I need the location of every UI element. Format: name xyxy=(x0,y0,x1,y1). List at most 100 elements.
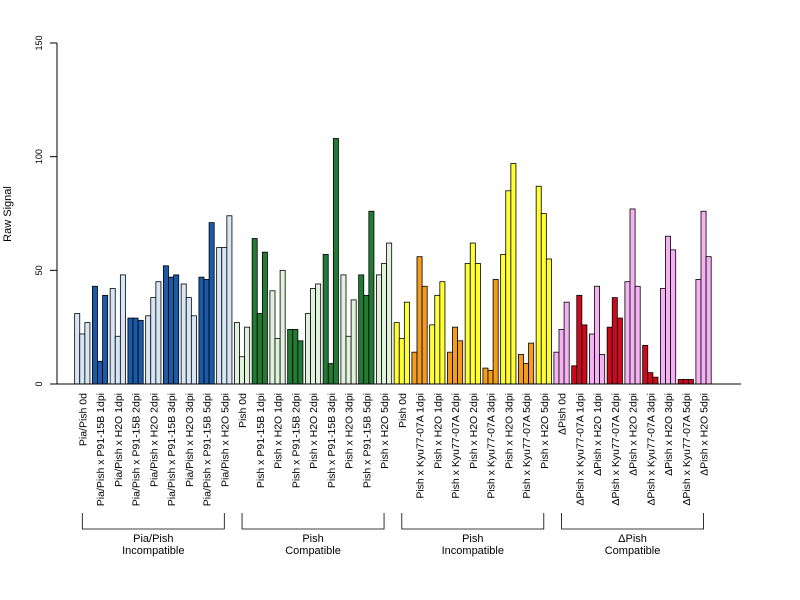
bar xyxy=(221,247,228,385)
group-bracket xyxy=(241,513,385,530)
x-tick-label: ΔPish x Kyu77-07A 2dpi xyxy=(610,393,622,506)
bar xyxy=(239,356,245,385)
x-tick-label: Pia/Pish x P91-15B 3dpi xyxy=(166,393,178,506)
y-tick-label: 0 xyxy=(34,381,44,386)
x-tick-label: ΔPish x H2O 2dpi xyxy=(628,393,640,476)
bar xyxy=(327,363,334,385)
bar xyxy=(492,279,499,385)
bar xyxy=(256,313,263,385)
bar xyxy=(109,288,116,385)
group-label-line2: Incompatible xyxy=(442,545,504,557)
y-tick-label: 100 xyxy=(34,149,44,164)
x-tick-label: Pish x Kyu77-07A 3dpi xyxy=(486,393,498,499)
bar xyxy=(660,288,666,385)
bar xyxy=(97,360,103,385)
bar xyxy=(670,249,677,385)
x-tick-label: ΔPish x H2O 3dpi xyxy=(663,393,675,476)
bars xyxy=(74,138,712,385)
bar xyxy=(558,329,565,385)
x-tick-label: ΔPish x Kyu77-07A 3dpi xyxy=(645,393,657,506)
x-tick-label: ΔPish x Kyu77-07A 5dpi xyxy=(681,393,693,506)
bar xyxy=(297,340,304,385)
x-tick-label: Pish 0d xyxy=(237,393,249,428)
bar xyxy=(403,301,410,385)
bar xyxy=(244,326,251,385)
bar xyxy=(114,335,121,385)
bar xyxy=(518,354,524,385)
bar xyxy=(208,222,215,385)
group-label-line1: ΔPish xyxy=(618,533,647,545)
bar xyxy=(304,313,311,385)
x-tick-label: Pia/Pish x H2O 1dpi xyxy=(113,393,125,487)
bar xyxy=(363,294,370,385)
x-tick-label: Pia/Pish x H2O 2dpi xyxy=(148,393,160,487)
group-label-line1: Pish xyxy=(462,533,483,545)
x-tick-label: ΔPish x H2O 5dpi xyxy=(699,393,711,476)
bar xyxy=(535,185,542,385)
x-tick-label: Pia/Pish x P91-15B 2dpi xyxy=(131,393,143,506)
x-tick-label: Pish x H2O 3dpi xyxy=(344,393,356,469)
bar xyxy=(505,190,512,385)
y-tick-label: 50 xyxy=(34,265,44,275)
bar xyxy=(576,294,583,385)
bar xyxy=(358,274,365,385)
bar xyxy=(434,294,441,385)
bar xyxy=(168,276,174,385)
bar xyxy=(150,297,157,385)
bar xyxy=(446,351,453,385)
bar xyxy=(464,263,471,385)
bar xyxy=(261,251,268,385)
bar xyxy=(386,242,393,385)
bar xyxy=(203,279,210,385)
bar xyxy=(439,281,446,385)
x-tick-label: ΔPish x Kyu77-07A 1dpi xyxy=(574,393,586,506)
bar xyxy=(190,315,197,385)
bar xyxy=(528,342,535,385)
group-label-line2: Compatible xyxy=(285,545,341,557)
bar xyxy=(421,285,428,385)
bar xyxy=(310,288,316,385)
bar xyxy=(687,379,694,385)
bar xyxy=(500,254,507,385)
bar xyxy=(274,338,281,385)
x-tick-label: Pia/Pish x P91-15B 1dpi xyxy=(95,393,107,506)
x-tick-label: Pish x Kyu77-07A 5dpi xyxy=(521,393,533,499)
x-tick-label: Pish x P91-15B 5dpi xyxy=(361,393,373,488)
bar xyxy=(624,281,631,385)
bar xyxy=(74,313,81,385)
bar xyxy=(84,322,91,385)
x-tick-label: Pia/Pish x H2O 3dpi xyxy=(184,393,196,487)
bar xyxy=(132,317,139,385)
bar xyxy=(269,290,276,385)
x-tick-label: Pish x H2O 2dpi xyxy=(308,393,320,469)
group-label-line2: Incompatible xyxy=(122,545,184,557)
bar xyxy=(545,258,552,385)
bar xyxy=(127,317,134,385)
x-tick-label: Pia/Pish x H2O 5dpi xyxy=(219,393,231,487)
group-bracket xyxy=(561,513,704,530)
y-axis-label: Raw Signal xyxy=(2,186,14,242)
group-label-line2: Compatible xyxy=(605,545,661,557)
x-tick-label: Pish x H2O 5dpi xyxy=(539,393,551,469)
bar xyxy=(647,372,654,385)
bar xyxy=(375,274,382,385)
bar xyxy=(287,329,294,385)
x-tick-label: Pish x Kyu77-07A 2dpi xyxy=(450,393,462,499)
bar xyxy=(155,281,162,385)
bar xyxy=(606,326,613,385)
bar xyxy=(523,363,529,385)
bar xyxy=(487,369,494,385)
x-tick-label: ΔPish 0d xyxy=(557,393,569,435)
bar xyxy=(119,274,126,385)
bar xyxy=(92,285,98,385)
x-tick-label: Pish x H2O 1dpi xyxy=(273,393,285,469)
bar xyxy=(162,265,169,385)
bar xyxy=(457,340,464,385)
bar xyxy=(345,335,352,385)
bar xyxy=(173,274,180,385)
bar xyxy=(145,315,152,385)
bar xyxy=(398,338,405,385)
bar xyxy=(381,263,387,385)
bar xyxy=(368,210,375,385)
